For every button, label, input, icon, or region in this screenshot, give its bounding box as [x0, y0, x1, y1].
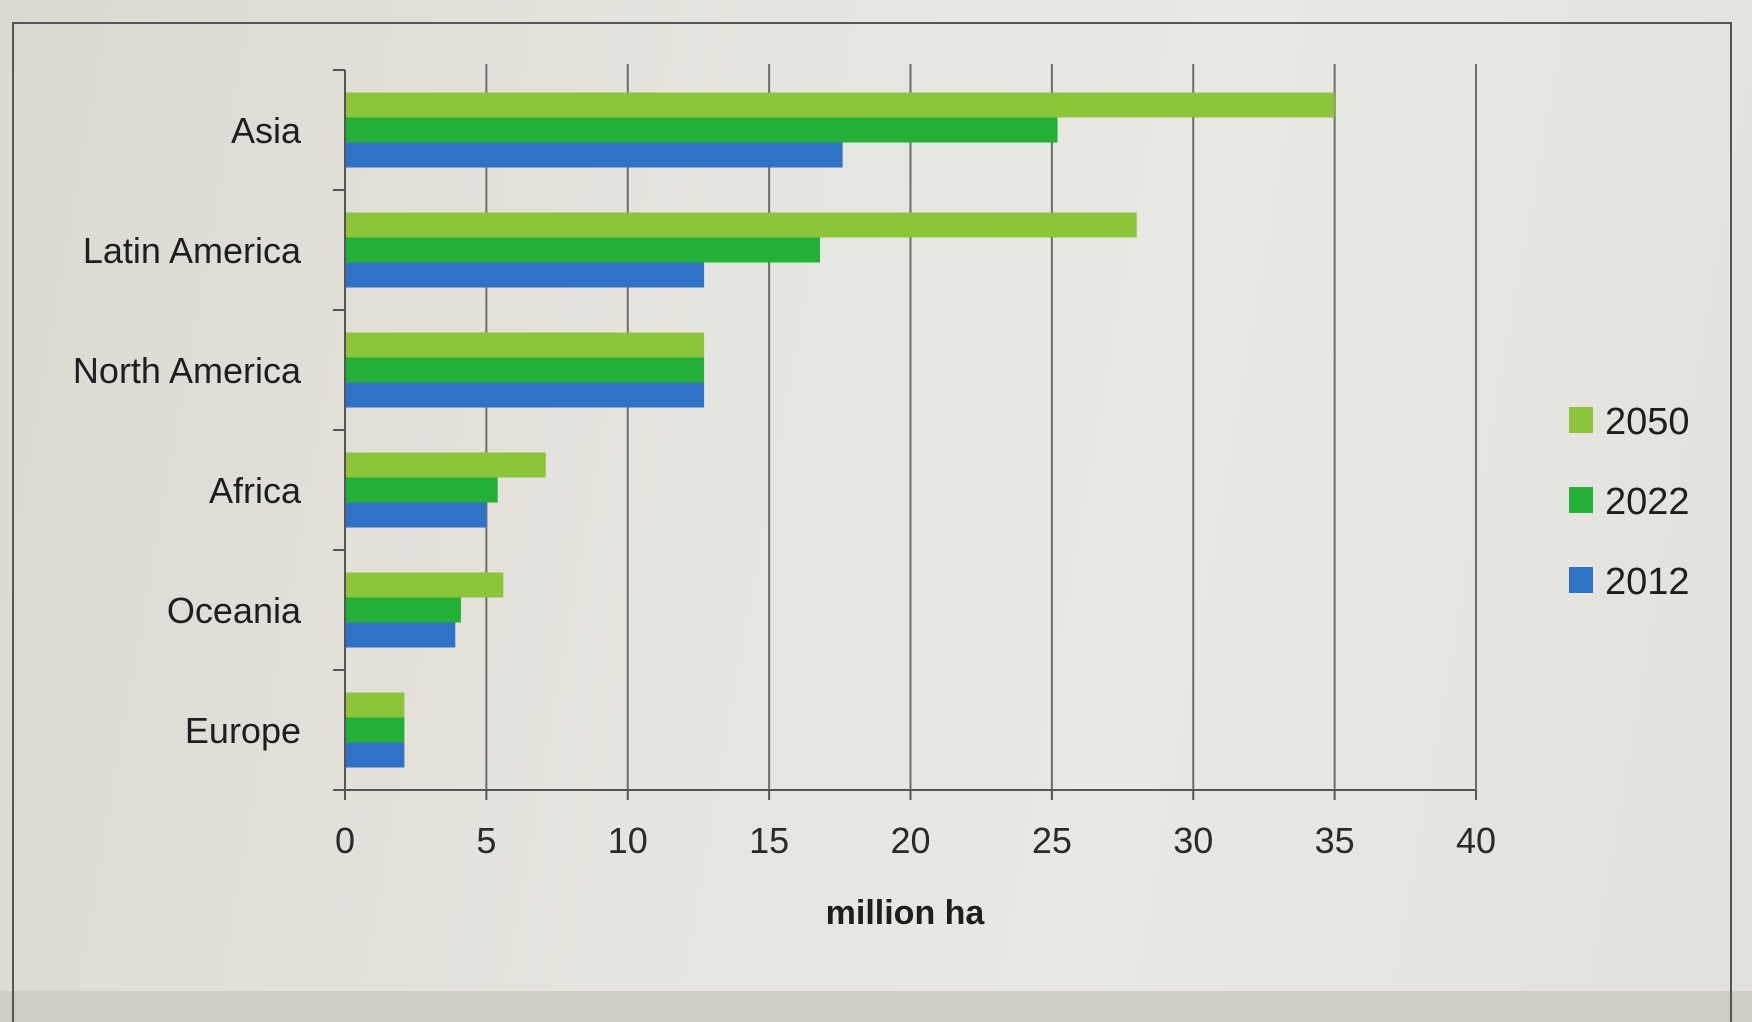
- bar-2012: [346, 382, 705, 408]
- category-label: Asia: [231, 110, 302, 151]
- category-label: Latin America: [83, 230, 302, 271]
- category-label: Europe: [185, 710, 301, 751]
- x-tick-label: 15: [749, 820, 789, 861]
- x-tick-label: 30: [1173, 820, 1213, 861]
- labels: 0 5 10 15 20 25 30 35 40 Asia Latin America North A…: [73, 110, 1496, 861]
- legend-label-2012: 2012: [1605, 561, 1690, 603]
- bar-2022: [346, 237, 821, 263]
- bar-2012: [346, 622, 456, 648]
- bar-2012: [346, 742, 405, 768]
- legend-label-2050: 2050: [1605, 401, 1690, 443]
- bars: [346, 92, 1335, 768]
- legend-swatch-2022: [1569, 487, 1593, 513]
- x-tick-label: 0: [335, 820, 355, 861]
- gridlines: [485, 64, 1477, 790]
- x-tick-label: 5: [476, 820, 496, 861]
- bar-2050: [346, 692, 405, 718]
- bar-2012: [346, 262, 705, 288]
- bar-2022: [346, 477, 498, 503]
- legend-swatch-2050: [1569, 407, 1593, 433]
- bar-2022: [346, 597, 461, 623]
- bar-2050: [346, 572, 504, 598]
- category-label: Africa: [209, 470, 302, 511]
- legend: 2050 2022 2012: [1569, 401, 1690, 603]
- bar-2022: [346, 357, 705, 383]
- axes: [333, 69, 1477, 800]
- category-label: Oceania: [167, 590, 302, 631]
- category-label: North America: [73, 350, 302, 391]
- bar-2022: [346, 117, 1058, 143]
- legend-label-2022: 2022: [1605, 481, 1690, 523]
- x-tick-label: 10: [608, 820, 648, 861]
- bar-2050: [346, 92, 1335, 118]
- bar-chart: 0 5 10 15 20 25 30 35 40 Asia Latin America North A…: [73, 64, 1690, 932]
- bar-2022: [346, 717, 405, 743]
- bar-2050: [346, 332, 705, 358]
- x-tick-label: 40: [1456, 820, 1496, 861]
- chart-frame: [12, 22, 1732, 1022]
- bar-2050: [346, 452, 546, 478]
- x-axis-title: million ha: [826, 894, 986, 932]
- bar-2050: [346, 212, 1137, 238]
- x-tick-label: 25: [1032, 820, 1072, 861]
- bar-2012: [346, 142, 843, 168]
- x-tick-label: 20: [890, 820, 930, 861]
- bar-2012: [346, 502, 487, 528]
- x-tick-label: 35: [1315, 820, 1355, 861]
- legend-swatch-2012: [1569, 567, 1593, 593]
